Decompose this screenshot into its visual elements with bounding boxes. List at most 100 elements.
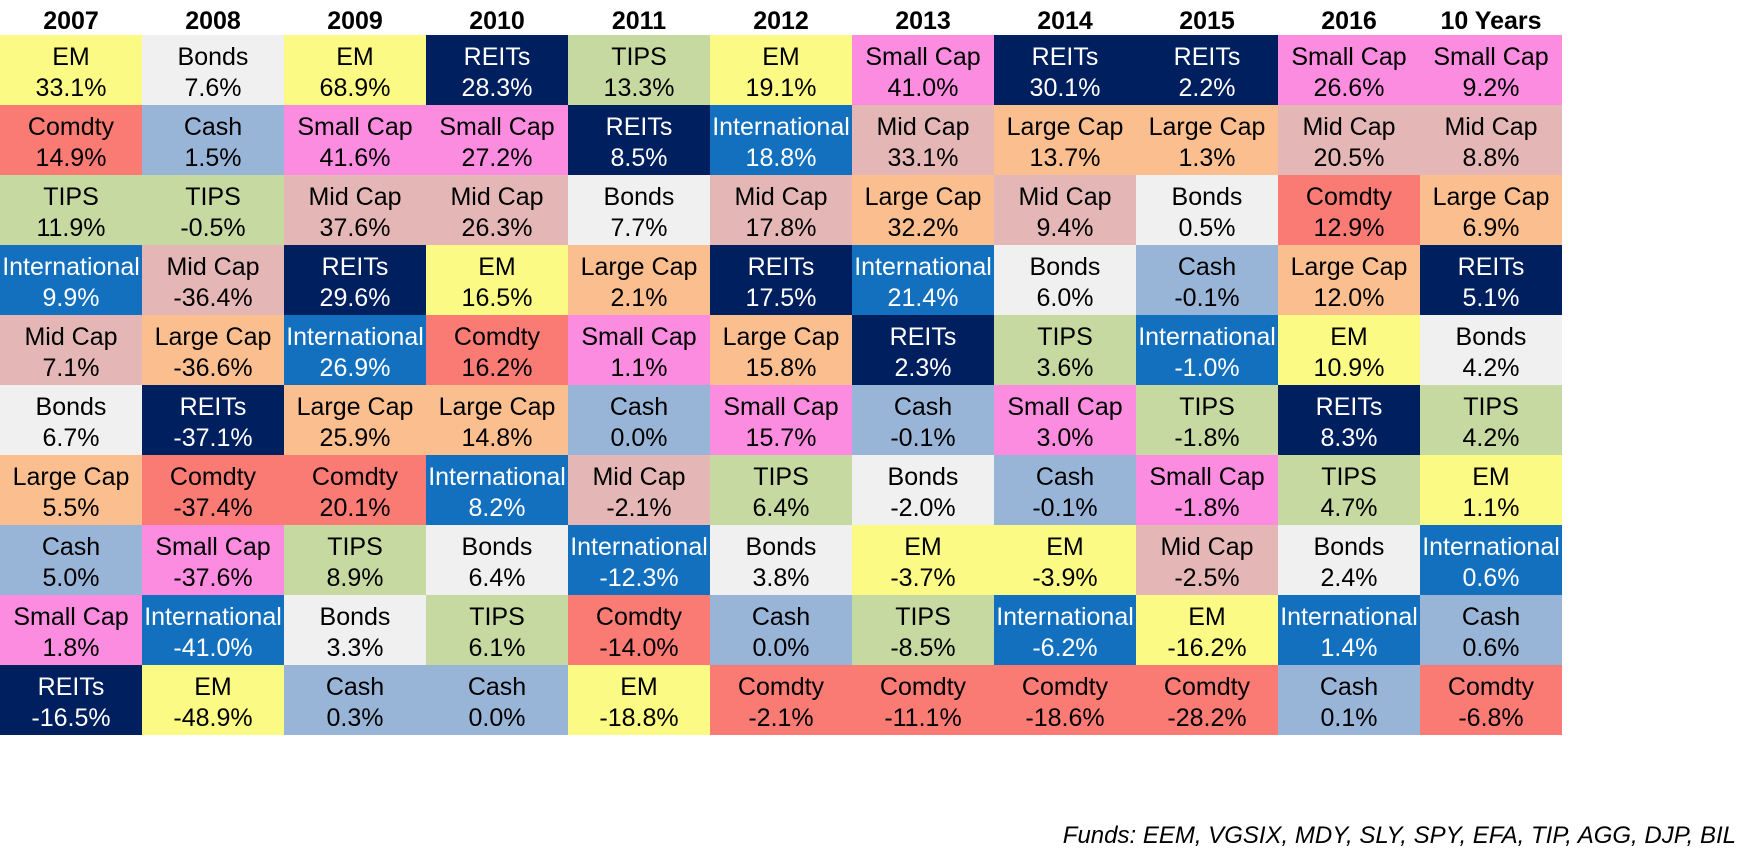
return-value: -37.4% [173,494,253,522]
cell-2014-large-cap: Large Cap 13.7% [994,105,1136,175]
cell-10-years-em: EM 1.1% [1420,455,1562,525]
return-value: 0.0% [468,704,526,732]
return-value: 41.6% [319,144,391,172]
return-value: 0.0% [752,634,810,662]
return-value: 26.9% [319,354,391,382]
asset-label: Large Cap [154,323,272,351]
cell-2009-small-cap: Small Cap 41.6% [284,105,426,175]
column-header-2007: 2007 [43,7,99,35]
return-value: -1.8% [1174,494,1240,522]
asset-label: EM [478,253,516,281]
cell-2007-cash: Cash 5.0% [0,525,142,595]
return-value: 8.5% [610,144,668,172]
asset-label: Large Cap [1290,253,1408,281]
return-value: 15.8% [745,354,817,382]
return-value: 17.5% [745,284,817,312]
cell-2013-bonds: Bonds -2.0% [852,455,994,525]
return-value: 11.9% [36,214,106,242]
cell-2011-comdty: Comdty -14.0% [568,595,710,665]
cell-2015-international: International -1.0% [1136,315,1278,385]
cell-2007-large-cap: Large Cap 5.5% [0,455,142,525]
return-value: 7.1% [42,354,100,382]
asset-label: REITs [747,253,815,281]
return-value: 1.1% [1462,494,1520,522]
cell-2015-em: EM -16.2% [1136,595,1278,665]
asset-label: Bonds [603,183,675,211]
asset-label: EM [762,43,800,71]
cell-10-years-cash: Cash 0.6% [1420,595,1562,665]
asset-label: Large Cap [864,183,982,211]
return-value: 4.2% [1462,424,1520,452]
cell-2013-large-cap: Large Cap 32.2% [852,175,994,245]
return-value: 1.1% [610,354,668,382]
return-value: -6.2% [1032,634,1098,662]
asset-label: Comdty [27,113,115,141]
asset-label: Cash [183,113,243,141]
asset-label: Mid Cap [592,463,686,491]
return-value: 68.9% [319,74,391,102]
cell-2012-comdty: Comdty -2.1% [710,665,852,735]
asset-label: Small Cap [865,43,981,71]
cell-2012-large-cap: Large Cap 15.8% [710,315,852,385]
return-value: 6.9% [1462,214,1520,242]
asset-label: EM [1046,533,1084,561]
return-value: 2.2% [1178,74,1236,102]
return-value: 16.5% [461,284,533,312]
asset-label: Small Cap [13,603,129,631]
cell-2014-small-cap: Small Cap 3.0% [994,385,1136,455]
cell-2016-mid-cap: Mid Cap 20.5% [1278,105,1420,175]
return-value: -3.7% [890,564,956,592]
cell-10-years-reits: REITs 5.1% [1420,245,1562,315]
cell-2016-small-cap: Small Cap 26.6% [1278,35,1420,105]
return-value: 8.3% [1320,424,1378,452]
asset-label: Large Cap [438,393,556,421]
cell-2009-reits: REITs 29.6% [284,245,426,315]
asset-label: Mid Cap [166,253,260,281]
asset-label: EM [1330,323,1368,351]
cell-2013-mid-cap: Mid Cap 33.1% [852,105,994,175]
return-value: 30.1% [1029,74,1101,102]
asset-label: Mid Cap [1160,533,1254,561]
asset-label: International [144,603,282,631]
column-header-2010: 2010 [469,7,525,35]
return-value: 26.3% [461,214,533,242]
asset-label: TIPS [1321,463,1377,491]
cell-2016-em: EM 10.9% [1278,315,1420,385]
return-value: 5.5% [42,494,100,522]
return-value: 0.6% [1462,634,1520,662]
asset-label: TIPS [1179,393,1235,421]
asset-label: Comdty [311,463,399,491]
cell-2014-em: EM -3.9% [994,525,1136,595]
asset-label: TIPS [185,183,241,211]
asset-label: International [286,323,424,351]
column-header-2016: 2016 [1321,7,1377,35]
return-value: 1.5% [184,144,242,172]
cell-2011-large-cap: Large Cap 2.1% [568,245,710,315]
return-value: 6.1% [468,634,526,662]
cell-2011-bonds: Bonds 7.7% [568,175,710,245]
asset-label: Large Cap [12,463,130,491]
cell-2013-em: EM -3.7% [852,525,994,595]
column-header-2009: 2009 [327,7,383,35]
return-value: 16.2% [461,354,533,382]
cell-2012-reits: REITs 17.5% [710,245,852,315]
asset-label: Bonds [1029,253,1101,281]
asset-label: Comdty [1305,183,1393,211]
cell-2011-em: EM -18.8% [568,665,710,735]
cell-2012-tips: TIPS 6.4% [710,455,852,525]
return-value: -0.1% [890,424,956,452]
cell-2010-large-cap: Large Cap 14.8% [426,385,568,455]
cell-2008-cash: Cash 1.5% [142,105,284,175]
return-value: 14.9% [35,144,107,172]
return-value: 1.3% [1178,144,1236,172]
cell-2013-tips: TIPS -8.5% [852,595,994,665]
asset-label: Large Cap [296,393,414,421]
cell-2016-large-cap: Large Cap 12.0% [1278,245,1420,315]
return-value: 3.8% [752,564,810,592]
asset-label: Cash [1035,463,1095,491]
return-value: -16.2% [1167,634,1247,662]
asset-label: TIPS [43,183,99,211]
cell-10-years-comdty: Comdty -6.8% [1420,665,1562,735]
cell-10-years-small-cap: Small Cap 9.2% [1420,35,1562,105]
